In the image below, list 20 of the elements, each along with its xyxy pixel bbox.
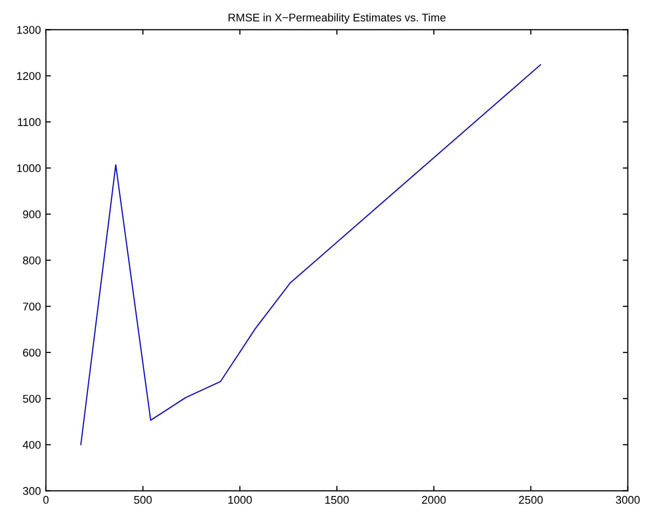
y-tick-label: 1200 — [17, 72, 41, 80]
y-tick-label: 600 — [23, 348, 41, 357]
x-tick-label: 500 — [134, 496, 152, 504]
chart-title: RMSE in X−Permeability Estimates vs. Time — [228, 13, 446, 24]
x-tick-label: 1000 — [228, 496, 252, 504]
y-tick-label: 900 — [23, 210, 41, 218]
x-tick-label: 1500 — [325, 496, 349, 504]
y-tick-label: 700 — [23, 302, 41, 310]
x-tick-label: 0 — [43, 496, 49, 504]
line-series — [80, 64, 542, 446]
x-tick-label: 3000 — [616, 496, 640, 504]
y-tick-label: 300 — [22, 487, 41, 495]
y-tick-label: 1300 — [17, 26, 41, 34]
y-tick-label: 500 — [22, 394, 41, 403]
y-tick-label: 1100 — [18, 118, 41, 126]
y-tick-label: 800 — [23, 256, 41, 264]
y-tick-label: 1000 — [17, 164, 41, 172]
x-tick-label: 2500 — [519, 496, 543, 504]
y-tick-label: 400 — [22, 440, 41, 449]
x-tick-label: 2000 — [422, 496, 446, 504]
